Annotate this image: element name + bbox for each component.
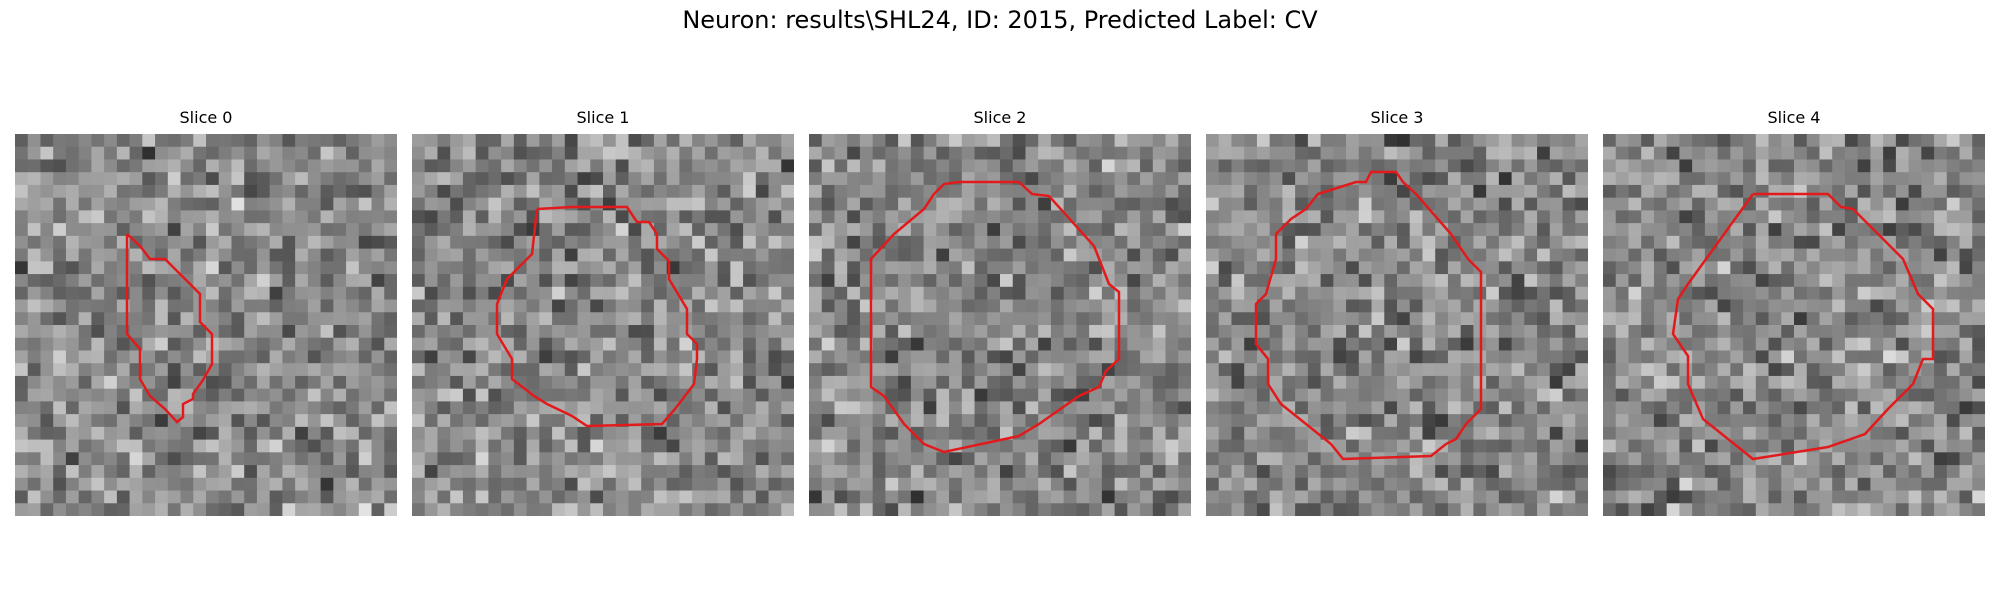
slice-image (809, 134, 1191, 516)
slice-title: Slice 1 (576, 108, 630, 127)
slice-title: Slice 3 (1370, 108, 1424, 127)
slice-image (1603, 134, 1985, 516)
roi-contour (1671, 192, 1935, 461)
roi-contour (869, 180, 1121, 454)
slice-image (412, 134, 794, 516)
roi-contour (1254, 170, 1483, 461)
slice-panel-4: Slice 4 (1603, 108, 1985, 516)
roi-contour (125, 233, 214, 424)
slice-title: Slice 2 (973, 108, 1027, 127)
slice-panel-3: Slice 3 (1206, 108, 1588, 516)
figure-title: Neuron: results\SHL24, ID: 2015, Predict… (682, 6, 1318, 34)
slice-panel-1: Slice 1 (412, 108, 794, 516)
slice-image (15, 134, 397, 516)
slice-panel-2: Slice 2 (809, 108, 1191, 516)
roi-contour (495, 205, 699, 428)
slice-image (1206, 134, 1588, 516)
slice-panel-0: Slice 0 (15, 108, 397, 516)
slice-title: Slice 0 (179, 108, 233, 127)
slice-title: Slice 4 (1767, 108, 1821, 127)
